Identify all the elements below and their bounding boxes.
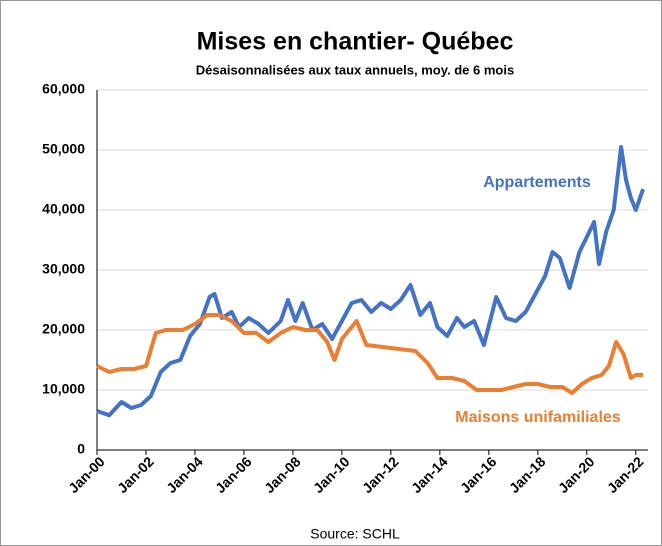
y-tick-label: 60,000	[42, 81, 85, 97]
y-tick-label: 40,000	[42, 201, 85, 217]
y-tick-label: 30,000	[42, 261, 85, 277]
series-label: Appartements	[483, 174, 591, 191]
y-tick-label: 0	[77, 441, 85, 457]
y-tick-label: 10,000	[42, 381, 85, 397]
source: Source: SCHL	[310, 526, 400, 542]
chart-subtitle: Désaisonnalisées aux taux annuels, moy. …	[196, 62, 514, 77]
line-series	[96, 313, 644, 395]
y-tick-label: 20,000	[42, 321, 85, 337]
chart-title: Mises en chantier- Québec	[197, 28, 514, 56]
series-label: Maisons unifamiliales	[455, 409, 620, 426]
y-tick-label: 50,000	[42, 141, 85, 157]
